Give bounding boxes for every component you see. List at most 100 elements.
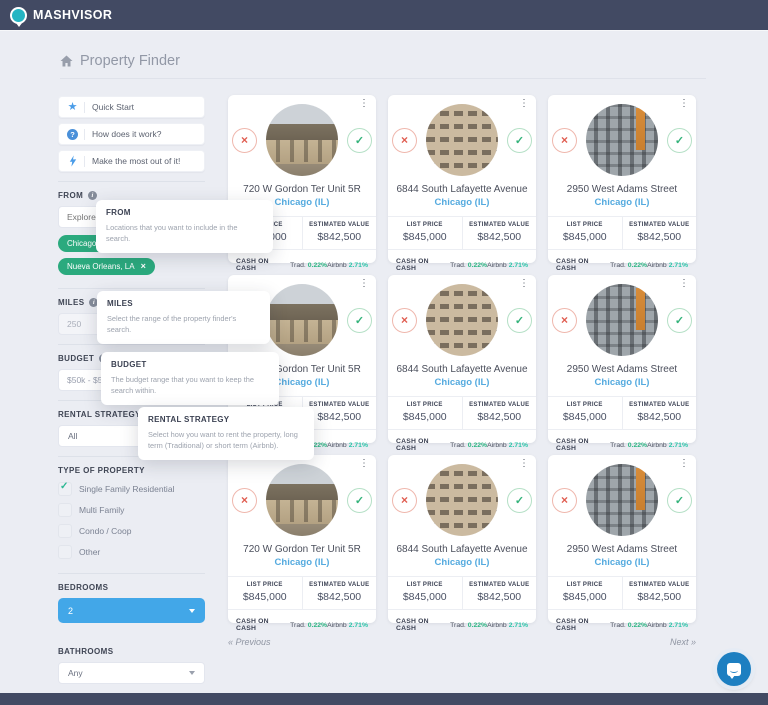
checkbox-icon[interactable] [58, 481, 72, 496]
estimated-value-value: $842,500 [317, 231, 362, 243]
kebab-menu-icon[interactable]: ⋮ [679, 98, 689, 109]
property-card: ⋮ × ✓ 720 W Gordon Ter Unit 5R Chicago (… [228, 455, 376, 632]
estimated-value-value: $842,500 [317, 591, 362, 603]
property-city-link[interactable]: Chicago (IL) [274, 197, 330, 208]
checkbox-icon[interactable] [58, 524, 72, 538]
trad-pair: Trad.0.22% [610, 441, 648, 449]
reject-property-button[interactable]: × [232, 127, 257, 153]
reject-property-button[interactable]: × [392, 487, 417, 513]
airbnb-value: 2.71% [508, 441, 528, 449]
airbnb-value: 2.71% [348, 261, 368, 269]
price-stats: LIST PRICE $845,000 ESTIMATED VALUE $842… [548, 216, 696, 250]
reject-property-button[interactable]: × [552, 127, 577, 153]
property-address: 720 W Gordon Ter Unit 5R [243, 184, 361, 195]
kebab-menu-icon[interactable]: ⋮ [679, 458, 689, 469]
checkbox-multi-family[interactable]: Multi Family [58, 503, 205, 517]
kebab-menu-icon[interactable]: ⋮ [679, 278, 689, 289]
checkbox-icon[interactable] [58, 503, 72, 517]
airbnb-pair: Airbnb 2.71% [487, 441, 528, 449]
property-city-link[interactable]: Chicago (IL) [434, 557, 490, 568]
reject-property-button[interactable]: × [552, 307, 577, 333]
brand-name[interactable]: MASHVISOR [33, 8, 113, 22]
mashvisor-logo-icon[interactable] [10, 6, 27, 27]
checkbox-other[interactable]: Other [58, 545, 205, 559]
chat-widget-button[interactable] [717, 652, 751, 686]
kebab-menu-icon[interactable]: ⋮ [519, 98, 529, 109]
property-city-link[interactable]: Chicago (IL) [274, 377, 330, 388]
star-icon: ★ [67, 100, 78, 113]
quick-start-button[interactable]: ★ Quick Start [58, 96, 205, 118]
airbnb-value: 2.71% [668, 261, 688, 269]
reject-property-button[interactable]: × [392, 307, 417, 333]
price-stats: LIST PRICE $845,000 ESTIMATED VALUE $842… [388, 576, 536, 610]
location-chip-nueva-orleans[interactable]: Nueva Orleans, LA × [58, 258, 155, 275]
property-card: ⋮ × ✓ 6844 South Lafayette Avenue Chicag… [388, 455, 536, 632]
property-card: ⋮ × ✓ 6844 South Lafayette Avenue Chicag… [388, 275, 536, 452]
approve-property-button[interactable]: ✓ [667, 487, 692, 513]
tooltip-body: The budget range that you want to keep t… [111, 375, 254, 396]
approve-property-button[interactable]: ✓ [347, 127, 372, 153]
property-address: 6844 South Lafayette Avenue [396, 184, 528, 195]
trad-value: 0.22% [467, 621, 488, 629]
kebab-menu-icon[interactable]: ⋮ [359, 458, 369, 469]
bathrooms-label: BATHROOMS [58, 647, 114, 656]
checkbox-condo-coop[interactable]: Condo / Coop [58, 524, 205, 538]
property-address: 2950 West Adams Street [566, 184, 678, 195]
reject-property-button[interactable]: × [232, 487, 257, 513]
approve-property-button[interactable]: ✓ [347, 307, 372, 333]
approve-property-button[interactable]: ✓ [667, 127, 692, 153]
property-city-link[interactable]: Chicago (IL) [594, 197, 650, 208]
photo-row: × ✓ [388, 455, 536, 536]
cash-on-cash-label: CASH ON CASH [556, 618, 589, 632]
estimated-value-label: ESTIMATED VALUE [309, 402, 370, 408]
bolt-icon [69, 155, 76, 167]
list-price-label: LIST PRICE [246, 402, 283, 408]
how-does-it-work-button[interactable]: ? How does it work? [58, 123, 205, 145]
property-type-options: Single Family Residential Multi Family C… [58, 481, 205, 559]
checkbox-icon[interactable] [58, 545, 72, 559]
bathrooms-select[interactable]: Any [58, 662, 205, 684]
photo-row: × ✓ [388, 275, 536, 356]
property-card: ⋮ × ✓ 6844 South Lafayette Avenue Chicag… [388, 95, 536, 272]
miles-info-icon[interactable]: i [89, 298, 99, 307]
divider [58, 288, 205, 289]
airbnb-pair: Airbnb 2.71% [327, 621, 368, 629]
chip-close-icon[interactable]: × [140, 260, 146, 271]
previous-page-link[interactable]: « Previous [228, 637, 271, 647]
approve-property-button[interactable]: ✓ [667, 307, 692, 333]
miles-label: MILES i [58, 298, 205, 307]
make-the-most-button[interactable]: Make the most out of it! [58, 150, 205, 172]
kebab-menu-icon[interactable]: ⋮ [359, 278, 369, 289]
property-photo [586, 464, 658, 536]
reject-property-button[interactable]: × [552, 487, 577, 513]
reject-property-button[interactable]: × [392, 127, 417, 153]
kebab-menu-icon[interactable]: ⋮ [519, 278, 529, 289]
estimated-value-label: ESTIMATED VALUE [629, 582, 690, 588]
kebab-menu-icon[interactable]: ⋮ [359, 98, 369, 109]
trad-value: 0.22% [307, 621, 328, 629]
property-grid: ⋮ × ✓ 720 W Gordon Ter Unit 5R Chicago (… [228, 95, 696, 632]
kebab-menu-icon[interactable]: ⋮ [519, 458, 529, 469]
property-city-link[interactable]: Chicago (IL) [594, 377, 650, 388]
approve-property-button[interactable]: ✓ [347, 487, 372, 513]
approve-property-button[interactable]: ✓ [507, 307, 532, 333]
approve-property-button[interactable]: ✓ [507, 487, 532, 513]
trad-value: 0.22% [627, 441, 648, 449]
property-city-link[interactable]: Chicago (IL) [434, 377, 490, 388]
checkbox-single-family[interactable]: Single Family Residential [58, 481, 205, 496]
tooltip-title: MILES [107, 299, 133, 308]
bedrooms-select[interactable]: 2 [58, 598, 205, 623]
location-chips: Chicago, IL × Nueva Orleans, LA × [58, 233, 205, 279]
photo-row: × ✓ [548, 275, 696, 356]
next-page-link[interactable]: Next » [669, 637, 696, 647]
property-city-link[interactable]: Chicago (IL) [594, 557, 650, 568]
estimated-value-value: $842,500 [637, 231, 682, 243]
approve-property-button[interactable]: ✓ [507, 127, 532, 153]
property-city-link[interactable]: Chicago (IL) [274, 557, 330, 568]
bedrooms-label: BEDROOMS [58, 583, 109, 592]
property-address: 6844 South Lafayette Avenue [396, 364, 528, 375]
from-info-icon[interactable]: i [88, 191, 98, 200]
property-city-link[interactable]: Chicago (IL) [434, 197, 490, 208]
